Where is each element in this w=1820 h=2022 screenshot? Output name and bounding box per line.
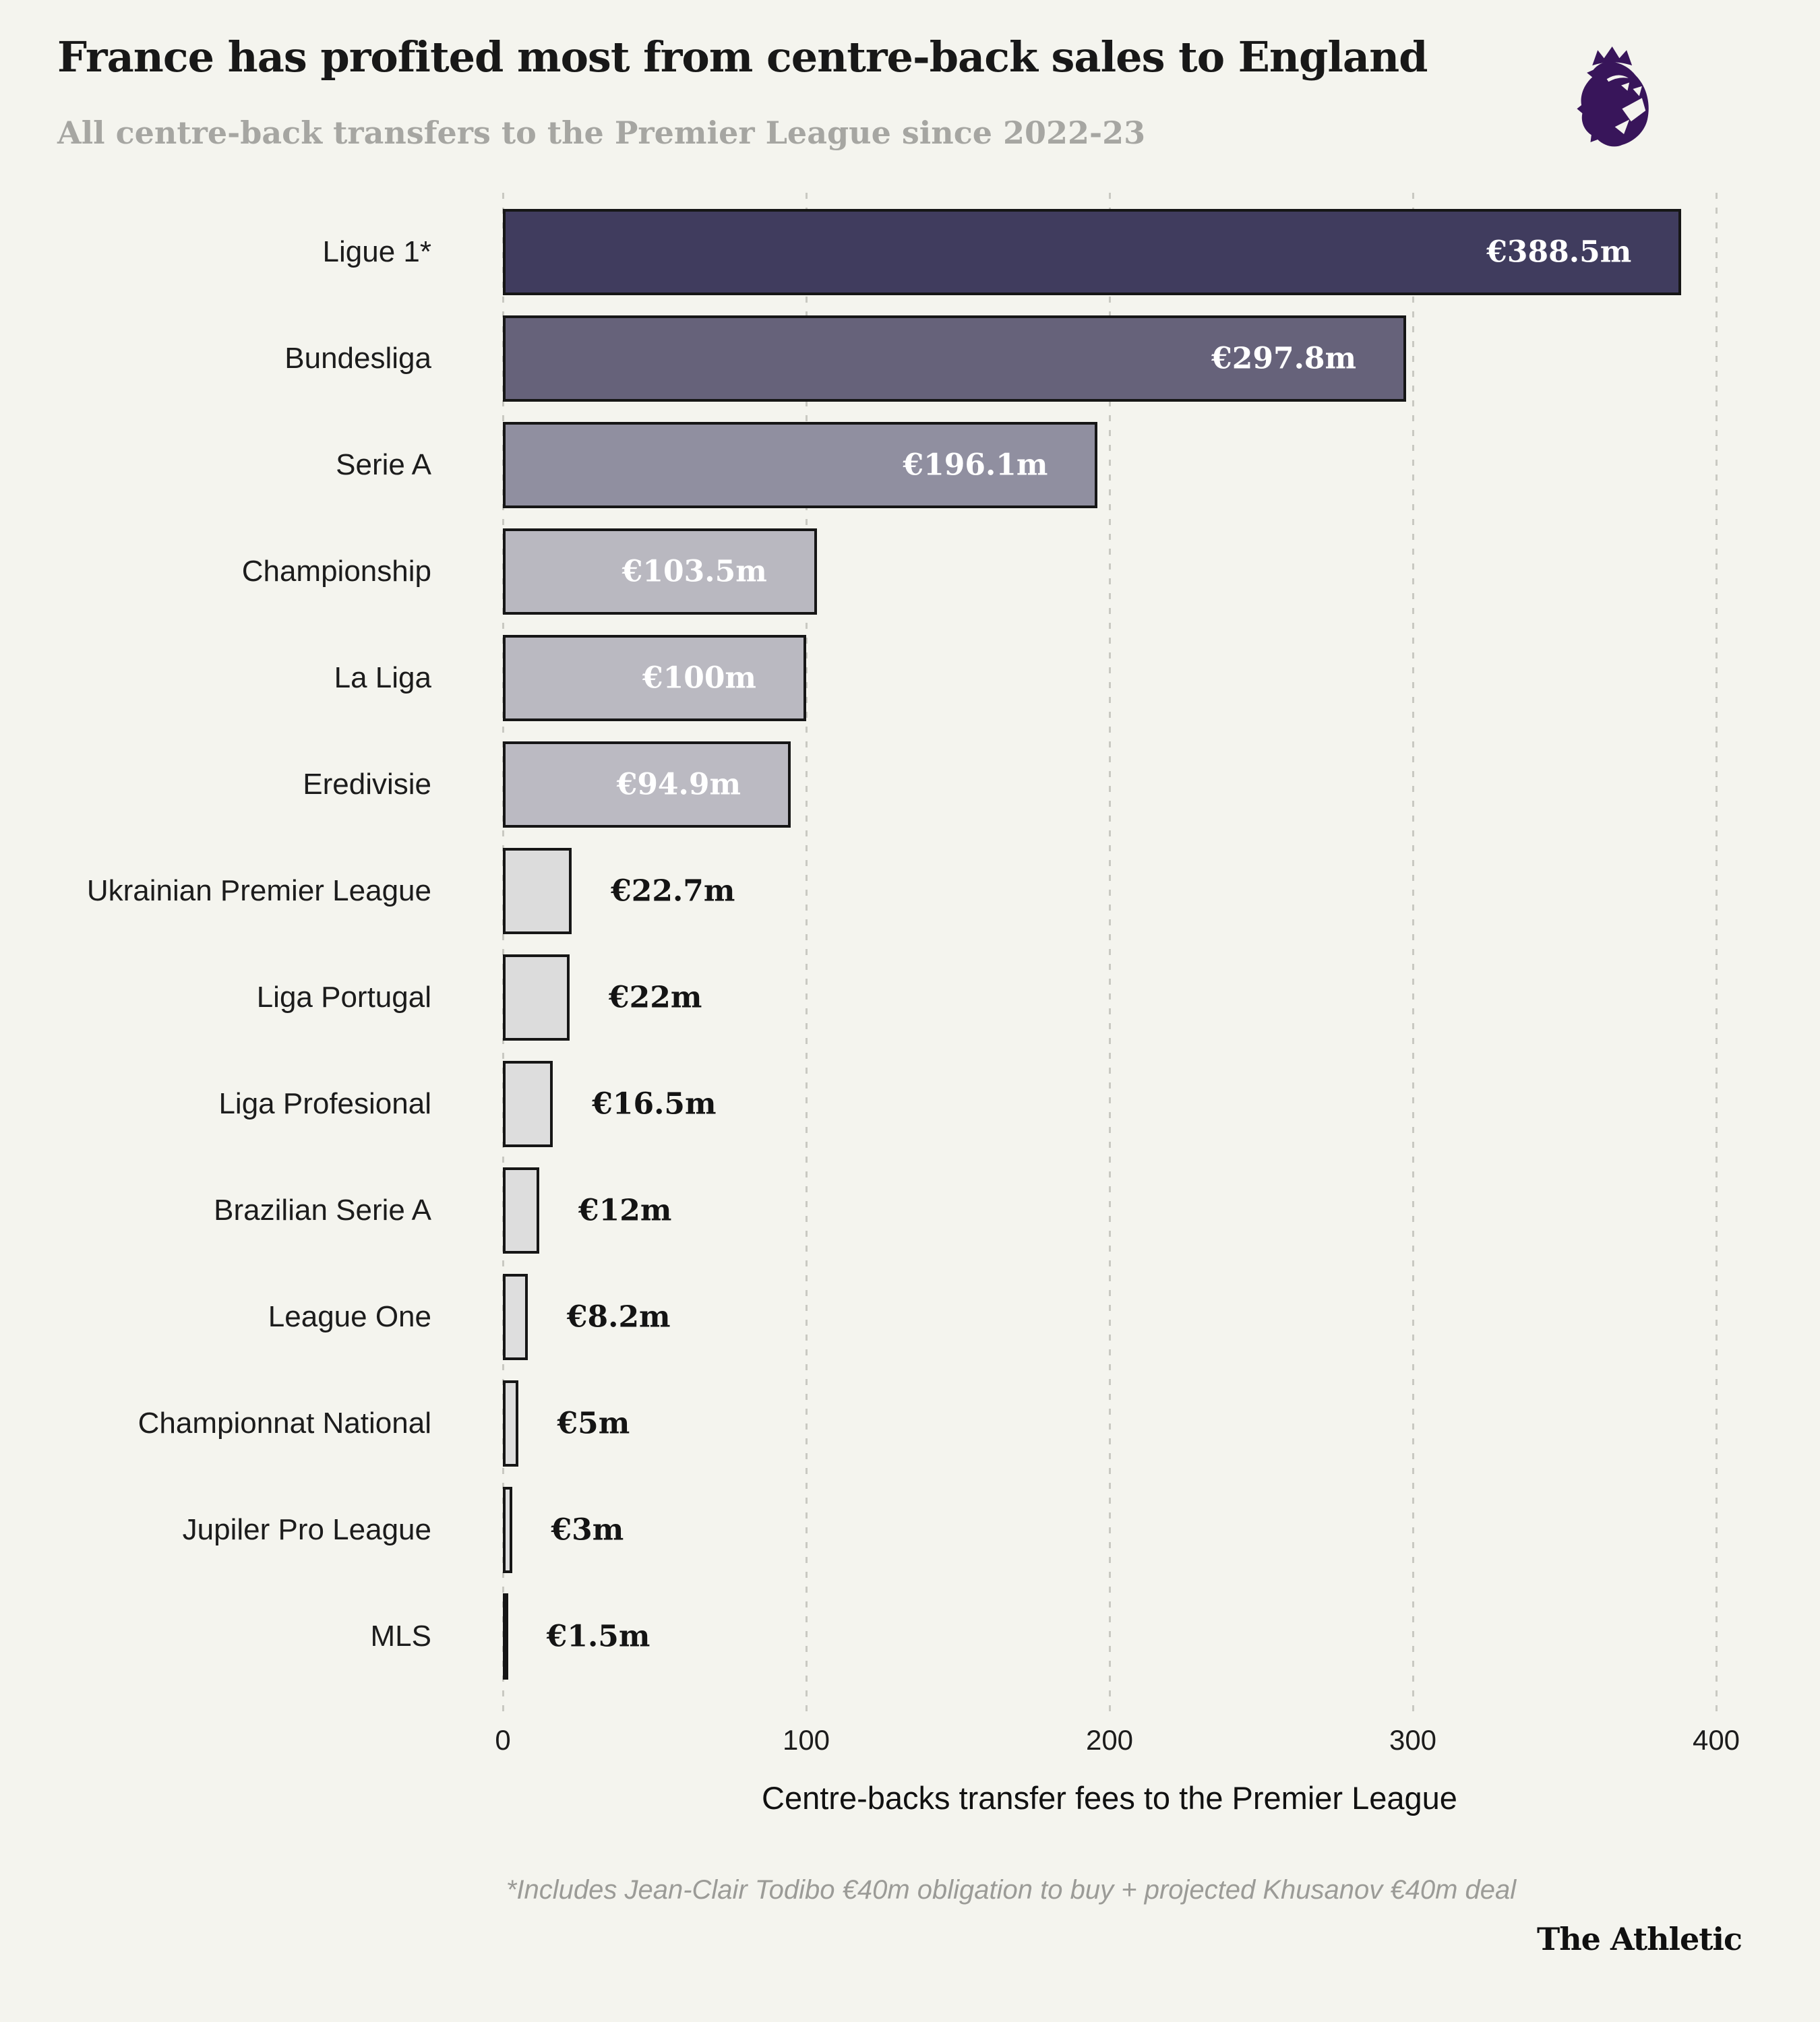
category-label: Championnat National <box>138 1407 431 1440</box>
category-label: MLS <box>370 1620 431 1653</box>
bar <box>503 1487 512 1573</box>
plot-cell: €22m <box>503 954 1716 1041</box>
plot-cell: €1.5m <box>503 1593 1716 1680</box>
bar-row: Eredivisie €94.9m <box>57 731 1716 838</box>
bar-row: La Liga €100m <box>57 625 1716 731</box>
plot-cell: €8.2m <box>503 1274 1716 1360</box>
page-title: France has profited most from centre-bac… <box>57 32 1428 82</box>
bar-value-label: €94.9m <box>616 767 741 802</box>
bar: €297.8m <box>503 315 1407 402</box>
category-label: Eredivisie <box>303 768 431 801</box>
plot-cell: €103.5m <box>503 528 1716 615</box>
category-label: Bundesliga <box>284 342 431 375</box>
bar-value-label: €388.5m <box>1486 235 1632 270</box>
plot-cell: €196.1m <box>503 422 1716 508</box>
bar <box>503 1061 553 1147</box>
the-athletic-wordmark: The Athletic <box>1536 1921 1742 1957</box>
bar-row: Championship €103.5m <box>57 518 1716 625</box>
bar <box>503 848 572 934</box>
category-label: Brazilian Serie A <box>214 1194 431 1227</box>
bar-row: Liga Portugal €22m <box>57 944 1716 1051</box>
plot-cell: €3m <box>503 1487 1716 1573</box>
category-label: Liga Portugal <box>256 981 431 1014</box>
x-axis-title: Centre-backs transfer fees to the Premie… <box>762 1780 1457 1816</box>
bar-value-label: €3m <box>551 1512 624 1548</box>
plot-cell: €388.5m <box>503 209 1716 295</box>
bar-value-label: €103.5m <box>621 554 767 589</box>
bar-row: Bundesliga €297.8m <box>57 305 1716 412</box>
bar-row: Ukrainian Premier League €22.7m <box>57 838 1716 944</box>
plot-cell: €16.5m <box>503 1061 1716 1147</box>
bar-value-label: €100m <box>642 661 756 696</box>
page-subtitle: All centre-back transfers to the Premier… <box>57 115 1146 151</box>
plot-cell: €100m <box>503 635 1716 721</box>
x-tick-label: 400 <box>1692 1724 1740 1756</box>
x-tick-label: 100 <box>782 1724 830 1756</box>
x-tick-label: 200 <box>1085 1724 1134 1756</box>
bar-row: Jupiler Pro League €3m <box>57 1477 1716 1583</box>
footnote: *Includes Jean-Clair Todibo €40m obligat… <box>506 1875 1517 1905</box>
category-label: League One <box>268 1300 431 1333</box>
bar <box>503 954 570 1041</box>
bar <box>503 1380 518 1467</box>
x-tick-label: 300 <box>1389 1724 1437 1756</box>
category-label: Jupiler Pro League <box>182 1513 431 1546</box>
bar-rows: Ligue 1* €388.5m Bundesliga €297.8m Serie A €… <box>57 199 1716 1690</box>
bar <box>503 1593 508 1680</box>
bar-row: Ligue 1* €388.5m <box>57 199 1716 305</box>
bar-row: Liga Profesional €16.5m <box>57 1051 1716 1157</box>
gridline-200 <box>1108 193 1111 1717</box>
bar-value-label: €5m <box>557 1406 630 1441</box>
category-label: La Liga <box>334 661 431 694</box>
category-label: Ligue 1* <box>322 235 431 268</box>
plot-cell: €297.8m <box>503 315 1716 402</box>
bar-value-label: €297.8m <box>1211 341 1357 376</box>
category-label: Liga Profesional <box>218 1087 431 1120</box>
bar-value-label: €22m <box>609 980 702 1015</box>
category-label: Championship <box>241 555 431 588</box>
bar-value-label: €22.7m <box>611 874 735 909</box>
bar: €94.9m <box>503 741 791 828</box>
bar-value-label: €12m <box>578 1193 672 1228</box>
plot-cell: €12m <box>503 1167 1716 1254</box>
bar-row: Brazilian Serie A €12m <box>57 1157 1716 1264</box>
bar-row: Championnat National €5m <box>57 1370 1716 1477</box>
bar: €388.5m <box>503 209 1682 295</box>
premier-league-lion-icon <box>1568 43 1658 151</box>
gridline-100 <box>805 193 808 1717</box>
bar-row: Serie A €196.1m <box>57 412 1716 518</box>
bar-value-label: €1.5m <box>546 1619 650 1654</box>
bar-value-label: €16.5m <box>592 1086 717 1122</box>
x-tick-label: 0 <box>495 1724 511 1756</box>
bar: €100m <box>503 635 806 721</box>
plot-cell: €94.9m <box>503 741 1716 828</box>
plot-cell: €22.7m <box>503 848 1716 934</box>
bar <box>503 1274 528 1360</box>
category-label: Serie A <box>336 448 431 481</box>
bar-value-label: €196.1m <box>903 448 1048 483</box>
category-label: Ukrainian Premier League <box>86 874 431 907</box>
bar: €103.5m <box>503 528 817 615</box>
bar-value-label: €8.2m <box>566 1299 671 1335</box>
bar-row: League One €8.2m <box>57 1264 1716 1370</box>
plot-cell: €5m <box>503 1380 1716 1467</box>
gridline-400 <box>1715 193 1718 1717</box>
bar: €196.1m <box>503 422 1098 508</box>
x-axis-ticks: 0 100 200 300 400 <box>495 1724 1740 1765</box>
bar-row: MLS €1.5m <box>57 1583 1716 1690</box>
gridline-300 <box>1412 193 1414 1717</box>
bar <box>503 1167 539 1254</box>
